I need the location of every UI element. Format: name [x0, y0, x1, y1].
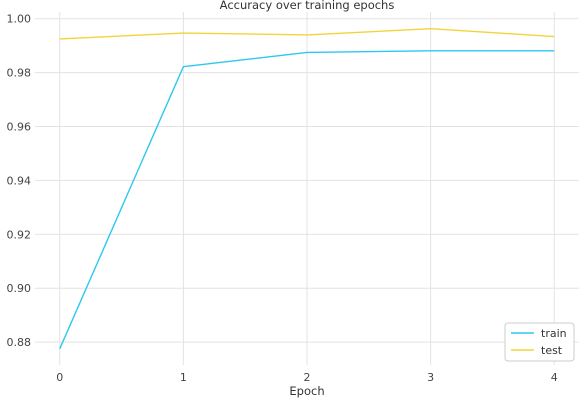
x-tick-label: 1	[180, 371, 187, 384]
y-tick-label: 0.92	[7, 228, 32, 241]
x-tick-label: 0	[56, 371, 63, 384]
legend-label-train: train	[541, 327, 567, 340]
y-tick-label: 0.98	[7, 67, 32, 80]
legend: train test	[504, 322, 575, 362]
legend-label-test: test	[541, 344, 563, 357]
chart-title: Accuracy over training epochs	[220, 0, 395, 12]
x-tick-label: 4	[551, 371, 558, 384]
y-tick-label: 1.00	[7, 13, 32, 26]
series-lines	[59, 28, 555, 350]
x-axis-ticks: 0 1 2 3 4	[56, 371, 558, 384]
x-tick-label: 3	[427, 371, 434, 384]
y-tick-label: 0.94	[7, 174, 32, 187]
x-tick-label: 2	[304, 371, 311, 384]
grid	[35, 12, 579, 365]
y-axis-ticks: 0.88 0.90 0.92 0.94 0.96 0.98 1.00	[7, 13, 32, 349]
x-axis-label: Epoch	[289, 384, 324, 398]
y-tick-label: 0.90	[7, 282, 32, 295]
y-tick-label: 0.88	[7, 336, 32, 349]
y-tick-label: 0.96	[7, 121, 32, 134]
